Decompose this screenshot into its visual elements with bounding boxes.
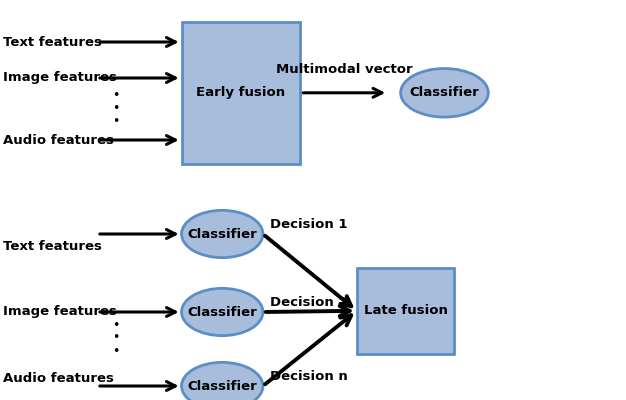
Text: Decision n: Decision n <box>270 370 348 382</box>
Ellipse shape <box>182 362 263 400</box>
Text: Image features: Image features <box>3 306 117 318</box>
Text: Classifier: Classifier <box>409 86 480 99</box>
Ellipse shape <box>182 288 263 336</box>
Text: •
•
•: • • • <box>112 89 120 128</box>
Text: Audio features: Audio features <box>3 134 114 146</box>
FancyBboxPatch shape <box>357 268 454 354</box>
Text: Decision 2: Decision 2 <box>270 296 348 308</box>
Text: Early fusion: Early fusion <box>197 86 285 99</box>
Text: Classifier: Classifier <box>187 380 257 392</box>
Ellipse shape <box>401 68 488 117</box>
FancyBboxPatch shape <box>182 22 300 164</box>
Text: Multimodal vector: Multimodal vector <box>276 63 413 76</box>
Text: Decision 1: Decision 1 <box>270 218 348 230</box>
Text: Audio features: Audio features <box>3 372 114 384</box>
Text: Image features: Image features <box>3 72 117 84</box>
Text: •
•
•: • • • <box>112 318 120 358</box>
Ellipse shape <box>182 210 263 258</box>
Text: Text features: Text features <box>3 36 102 48</box>
Text: Classifier: Classifier <box>187 306 257 318</box>
Text: Late fusion: Late fusion <box>364 304 448 317</box>
Text: Text features: Text features <box>3 240 102 252</box>
Text: Classifier: Classifier <box>187 228 257 240</box>
